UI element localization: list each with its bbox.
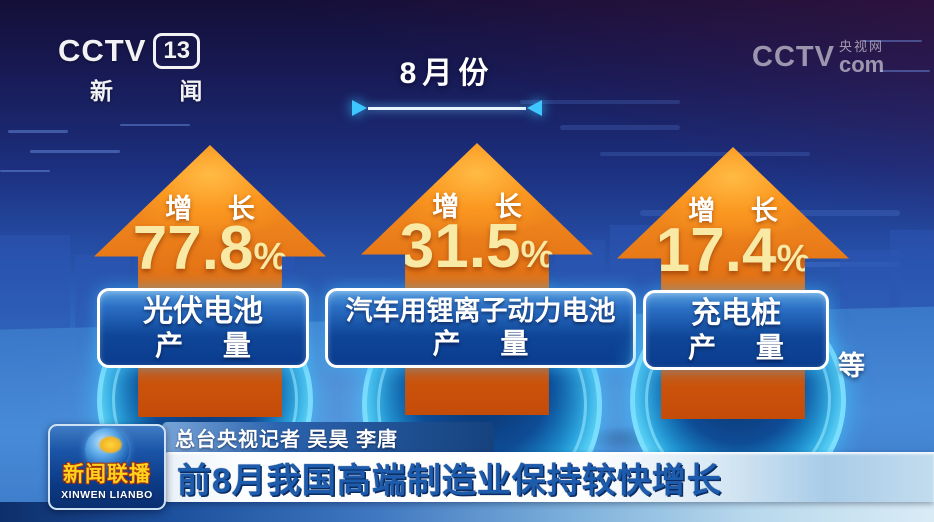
city-building [0, 235, 70, 335]
data-panel [600, 152, 810, 156]
cctv-com-wordmark: CCTV [752, 41, 835, 73]
cctv-com-suffix: com [838, 51, 885, 77]
cctv-wordmark: CCTV [58, 33, 147, 68]
category-name: 充电桩 [691, 296, 781, 330]
growth-value: 77.8% [132, 214, 288, 283]
month-underline [352, 100, 542, 118]
growth-value: 31.5% [399, 212, 555, 281]
growth-label: 增 长 [432, 192, 536, 222]
growth-label: 增 长 [165, 194, 269, 224]
program-subtitle: XINWEN LIANBO [61, 489, 153, 501]
xinwen-lianbo-logo: 新闻联播 XINWEN LIANBO [48, 424, 166, 510]
light-streak [30, 150, 120, 153]
growth-value: 17.4% [655, 216, 811, 285]
channel-number-badge: 13 [153, 33, 201, 69]
light-streak [880, 70, 930, 72]
cctv13-channel-logo: CCTV 13 新 闻 [58, 33, 232, 106]
light-streak [120, 124, 190, 126]
reporter-credit: 总台央视记者 吴昊 李唐 [175, 428, 399, 451]
growth-label: 增 长 [688, 196, 792, 226]
data-panel [560, 125, 680, 130]
month-header: 8月份 [352, 48, 542, 118]
light-streak [8, 130, 68, 133]
data-panel [520, 100, 680, 104]
globe-icon [85, 428, 129, 472]
category-box: 充电桩 产 量 [643, 290, 829, 370]
arrowhead-left-icon [527, 100, 542, 116]
category-name: 光伏电池 [143, 294, 263, 328]
program-title: 新闻联播 [63, 463, 151, 486]
underline-rule [368, 107, 526, 110]
reporter-strip: 总台央视记者 吴昊 李唐 [162, 422, 494, 452]
category-metric: 产 量 [432, 328, 545, 360]
light-streak [0, 170, 50, 172]
month-label: 8月份 [399, 57, 495, 90]
percent-sign: % [520, 234, 555, 276]
category-metric: 产 量 [155, 330, 267, 362]
cctv-com-cn-label: 央视网 [838, 39, 884, 54]
headline-bar: 前8月我国高端制造业保持较快增长 [162, 452, 934, 502]
category-name: 汽车用锂离子动力电池 [345, 295, 616, 326]
category-box: 光伏电池 产 量 [97, 288, 309, 368]
category-box: 汽车用锂离子动力电池 产 量 [325, 288, 636, 368]
category-metric: 产 量 [688, 332, 800, 364]
etc-label: 等 [838, 351, 865, 381]
arrowhead-right-icon [352, 100, 367, 116]
headline-text: 前8月我国高端制造业保持较快增长 [177, 461, 722, 500]
percent-sign: % [253, 236, 288, 278]
percent-sign: % [776, 238, 811, 280]
bottom-strip [0, 502, 934, 522]
cctv-com-watermark: CCTV 央视网 com [752, 40, 884, 76]
channel-name-label: 新 闻 [90, 78, 233, 104]
light-streak [862, 40, 922, 42]
